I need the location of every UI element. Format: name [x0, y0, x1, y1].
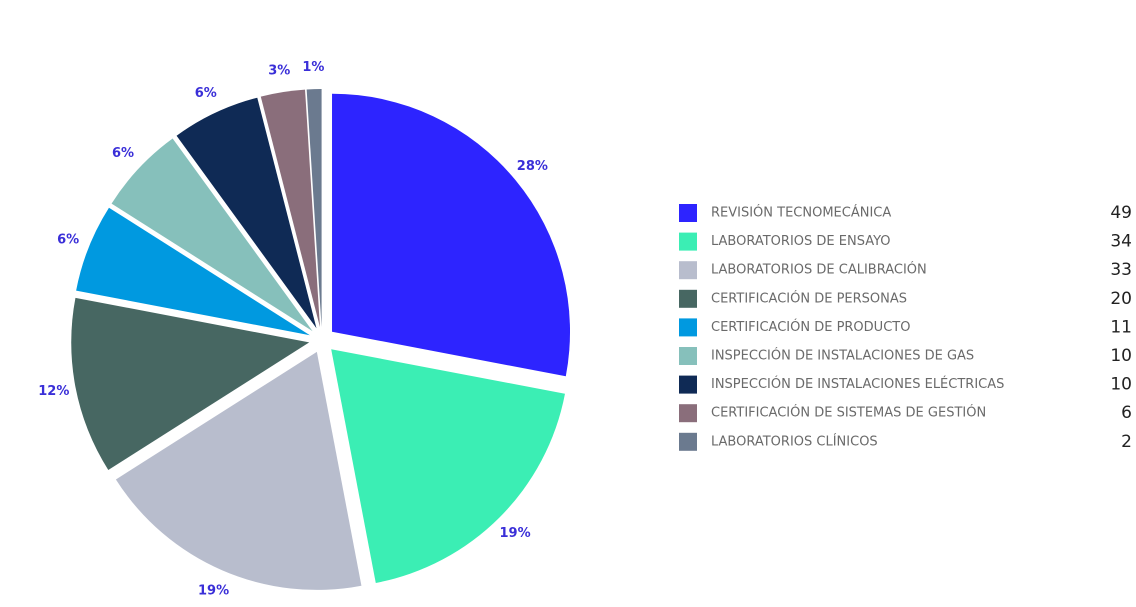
slice-label: 3% [268, 63, 290, 78]
legend-label: LABORATORIOS DE ENSAYO [711, 234, 891, 249]
legend-count: 10 [1110, 346, 1132, 366]
legend-count: 33 [1110, 260, 1132, 280]
percent-sign: % [277, 63, 290, 78]
slice-label: 19% [499, 526, 530, 541]
slice-label: 19% [198, 583, 229, 598]
pie-slice [71, 297, 310, 470]
pie-slice [115, 351, 362, 590]
pie-slice [306, 89, 322, 328]
slice-label: 6% [195, 85, 217, 100]
legend-label: LABORATORIOS CLÍNICOS [711, 433, 878, 449]
slice-value: 19 [499, 526, 517, 541]
legend-label: CERTIFICACIÓN DE PERSONAS [711, 290, 907, 306]
slice-label: 6% [57, 232, 79, 247]
legend-swatch [679, 404, 697, 423]
legend-swatch [679, 318, 697, 337]
slice-value: 3 [268, 63, 277, 78]
legend-swatch [679, 232, 697, 251]
pie-slice [331, 349, 565, 583]
slice-value: 28 [517, 158, 535, 173]
legend-swatch [679, 432, 697, 451]
legend-label: INSPECCIÓN DE INSTALACIONES ELÉCTRICAS [711, 376, 1004, 392]
slice-value: 6 [57, 232, 66, 247]
pie-slice [111, 138, 313, 332]
pie-slice [76, 207, 310, 336]
slice-value: 12 [38, 384, 56, 399]
legend-label: LABORATORIOS DE CALIBRACIÓN [711, 262, 927, 278]
legend-count: 34 [1110, 232, 1132, 252]
legend-label: INSPECCIÓN DE INSTALACIONES DE GAS [711, 348, 974, 364]
slice-label: 28% [517, 158, 548, 173]
percent-sign: % [311, 60, 324, 75]
percent-sign: % [216, 583, 229, 598]
legend-count: 10 [1110, 375, 1132, 395]
legend-label: CERTIFICACIÓN DE PRODUCTO [711, 319, 910, 335]
slice-value: 1 [302, 60, 311, 75]
slice-label: 6% [112, 146, 134, 161]
legend-count: 11 [1110, 317, 1132, 337]
legend-swatch [679, 204, 697, 222]
percent-sign: % [66, 232, 79, 247]
slice-value: 6 [112, 146, 121, 161]
percent-sign: % [518, 526, 531, 541]
slice-value: 19 [198, 583, 216, 598]
slice-label: 12% [38, 384, 69, 399]
legend-swatch [679, 347, 697, 365]
legend-swatch [679, 375, 697, 394]
legend-label: REVISIÓN TECNOMECÁNICA [711, 205, 891, 221]
pie-slice [260, 89, 320, 328]
legend-swatch [679, 261, 697, 280]
percent-sign: % [56, 384, 69, 399]
legend-count: 49 [1110, 203, 1132, 223]
percent-sign: % [204, 85, 217, 100]
slice-value: 6 [195, 85, 204, 100]
pie-slice [332, 93, 571, 377]
legend-swatch [679, 289, 697, 308]
legend-count: 2 [1121, 432, 1132, 452]
legend-count: 6 [1121, 403, 1132, 423]
pie-slice [176, 97, 317, 329]
percent-sign: % [535, 158, 548, 173]
legend-label: CERTIFICACIÓN DE SISTEMAS DE GESTIÓN [711, 405, 986, 421]
slice-label: 1% [302, 60, 324, 75]
percent-sign: % [121, 146, 134, 161]
legend-count: 20 [1110, 289, 1132, 309]
